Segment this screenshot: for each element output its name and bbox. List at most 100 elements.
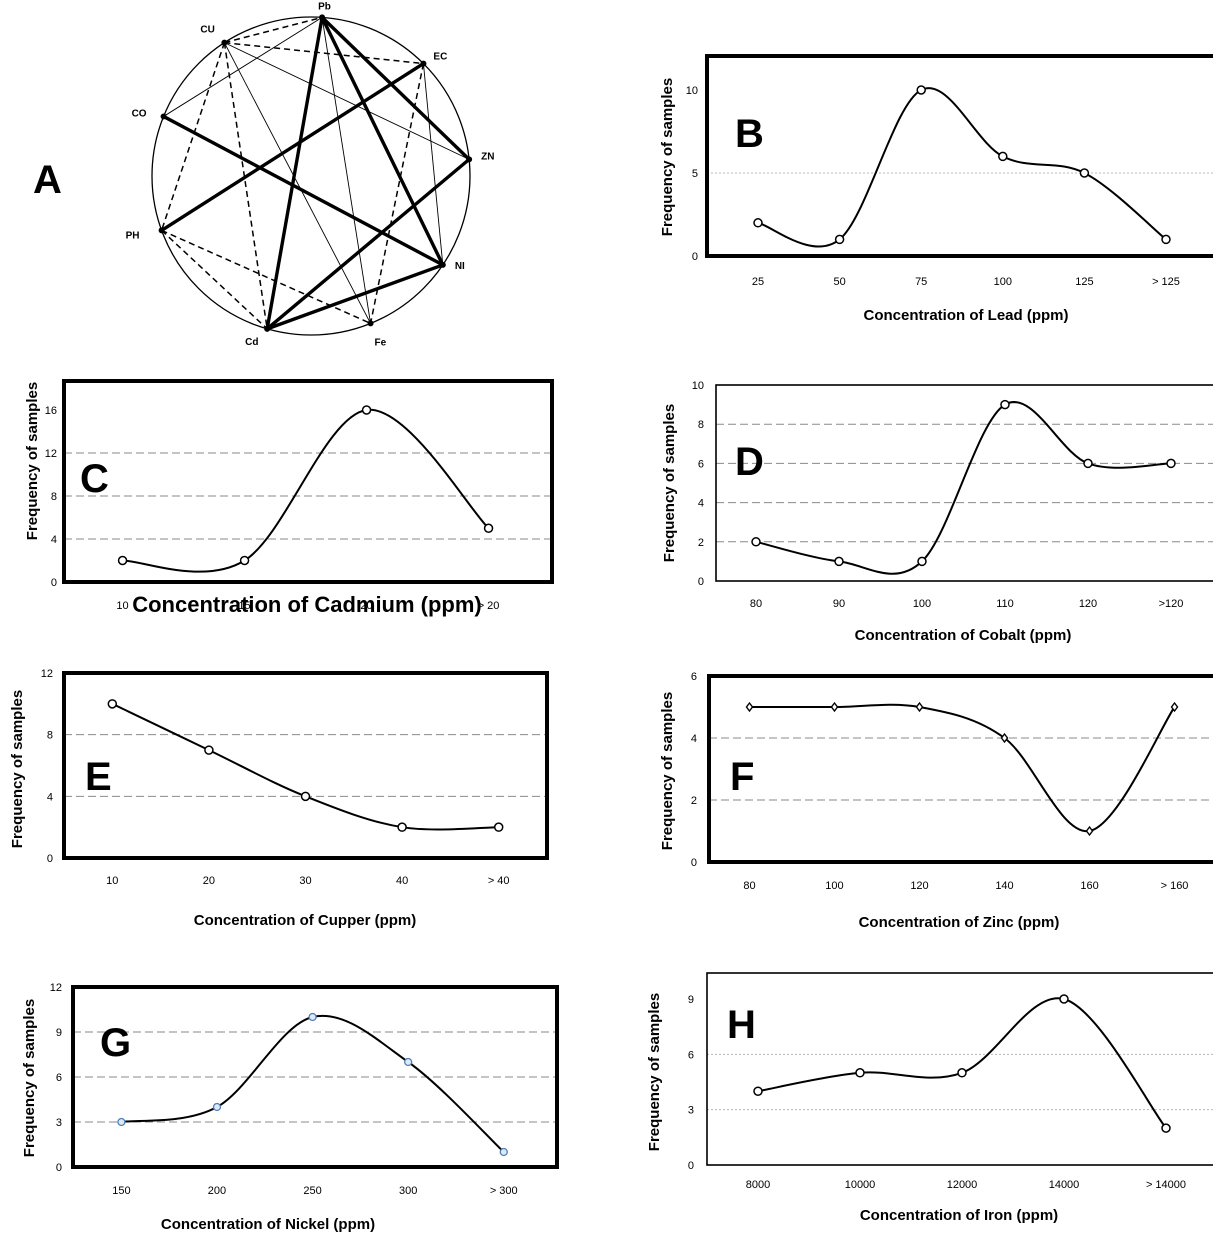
y-tick-label: 0 <box>51 577 57 589</box>
diagram-edge-pb-zn <box>320 16 471 161</box>
y-tick-label: 3 <box>688 1105 694 1117</box>
series-line <box>111 702 499 831</box>
diagram-node-fe <box>367 320 374 327</box>
x-tick-label: 250 <box>303 1185 321 1197</box>
correlation-diagram: A Pb EC ZN NI Fe Cd PH CO CU <box>33 1 494 348</box>
data-point <box>239 555 250 566</box>
x-tick-label: > 14000 <box>1146 1179 1186 1191</box>
y-tick-label: 10 <box>692 380 704 392</box>
diagram-node-label: Cd <box>245 337 258 348</box>
y-axis-title: Frequency of samples <box>646 993 663 1151</box>
y-tick-label: 0 <box>688 1160 694 1172</box>
y-tick-label: 4 <box>47 791 53 803</box>
data-point <box>916 85 926 95</box>
diagram-edge-ec-fe <box>369 63 425 324</box>
x-tick-label: 10000 <box>845 1179 876 1191</box>
diagram-nodes: Pb EC ZN NI Fe Cd PH CO CU <box>126 1 495 348</box>
data-point <box>751 537 761 547</box>
data-point <box>1085 825 1094 837</box>
diagram-node-label: CO <box>132 108 147 119</box>
y-tick-label: 6 <box>56 1072 62 1084</box>
x-tick-label: 10 <box>116 600 128 612</box>
y-tick-label: 3 <box>56 1117 62 1129</box>
chart-d: 0 2 4 6 8 10 80 90 100 110 120 >120 D Frequency of sa… <box>661 380 1213 644</box>
data-point <box>745 701 754 713</box>
diagram-edge-cd-zn <box>266 158 471 331</box>
y-tick-label: 12 <box>41 668 53 680</box>
series-line <box>121 1014 505 1153</box>
data-point <box>1000 399 1010 410</box>
diagram-node-label: EC <box>433 52 447 63</box>
y-tick-label: 0 <box>47 853 53 865</box>
panel-label-d: D <box>735 440 764 484</box>
series-line <box>757 87 1167 248</box>
x-tick-label: 75 <box>915 276 927 288</box>
y-axis-title: Frequency of samples <box>24 382 41 540</box>
data-point <box>300 791 311 802</box>
diagram-edge-cu-ec <box>224 41 424 65</box>
data-point <box>1166 458 1176 469</box>
x-tick-label: 10 <box>106 875 118 887</box>
y-tick-label: 6 <box>698 458 704 470</box>
x-tick-label: >120 <box>1159 598 1184 610</box>
y-tick-label: 2 <box>691 795 697 807</box>
diagram-node-label: Pb <box>318 1 331 12</box>
data-point <box>107 699 118 709</box>
diagram-node-co <box>160 113 167 120</box>
x-tick-label: 100 <box>825 880 843 892</box>
chart-e: 0 4 8 12 10 20 30 40 > 40 E Frequency of samples Co… <box>9 668 549 929</box>
panel-label-f: F <box>730 755 754 799</box>
data-point <box>753 218 763 228</box>
chart-g: 0 3 6 9 12 150 200 250 300 > 300 G Frequency of sam… <box>21 982 559 1233</box>
x-tick-label: 150 <box>112 1185 130 1197</box>
x-tick-label: 80 <box>743 880 755 892</box>
x-tick-label: 80 <box>750 598 762 610</box>
y-axis-title: Frequency of samples <box>659 692 676 850</box>
x-tick-label: 40 <box>396 875 408 887</box>
x-tick-label: 90 <box>833 598 845 610</box>
diagram-edge-cd-pb <box>265 17 324 330</box>
x-axis-title: Concentration of Zinc (ppm) <box>859 914 1060 931</box>
diagram-edge-ph-fe <box>161 229 371 325</box>
data-point <box>1083 458 1093 469</box>
panel-label-g: G <box>100 1021 131 1065</box>
y-tick-label: 0 <box>691 857 697 869</box>
plot-frame <box>71 985 559 1169</box>
diagram-circle <box>151 16 471 336</box>
x-axis-title: Concentration of Cobalt (ppm) <box>855 627 1072 644</box>
y-tick-label: 10 <box>686 85 698 97</box>
data-point <box>753 1086 763 1096</box>
y-tick-label: 4 <box>691 733 697 745</box>
panel-label-h: H <box>727 1003 756 1047</box>
data-point <box>1079 168 1090 178</box>
x-tick-label: 300 <box>399 1185 417 1197</box>
panel-label-a: A <box>33 158 62 202</box>
data-point <box>1170 701 1179 713</box>
y-tick-label: 0 <box>56 1162 62 1174</box>
plot-frame <box>705 54 1213 258</box>
x-tick-label: 110 <box>996 598 1014 610</box>
diagram-node-cd <box>264 325 271 332</box>
x-tick-label: 100 <box>994 276 1012 288</box>
plot-frame <box>62 379 554 584</box>
data-point <box>483 523 494 533</box>
data-point <box>212 1102 222 1112</box>
x-tick-label: > 300 <box>490 1185 518 1197</box>
diagram-node-label: CU <box>200 25 214 36</box>
x-tick-label: 160 <box>1080 880 1098 892</box>
diagram-edge-co-ni <box>162 114 444 267</box>
data-point <box>493 822 504 832</box>
panel-label-e: E <box>85 755 112 799</box>
y-tick-label: 8 <box>51 491 57 503</box>
x-tick-label: 125 <box>1075 276 1093 288</box>
diagram-edge-pb-ni <box>320 16 445 266</box>
x-tick-label: 30 <box>299 875 311 887</box>
data-point <box>998 151 1008 162</box>
panel-label-b: B <box>735 112 764 156</box>
series-line <box>757 997 1167 1129</box>
y-axis-title: Frequency of samples <box>21 999 38 1157</box>
diagram-node-cu <box>221 39 228 46</box>
y-tick-label: 16 <box>45 405 57 417</box>
